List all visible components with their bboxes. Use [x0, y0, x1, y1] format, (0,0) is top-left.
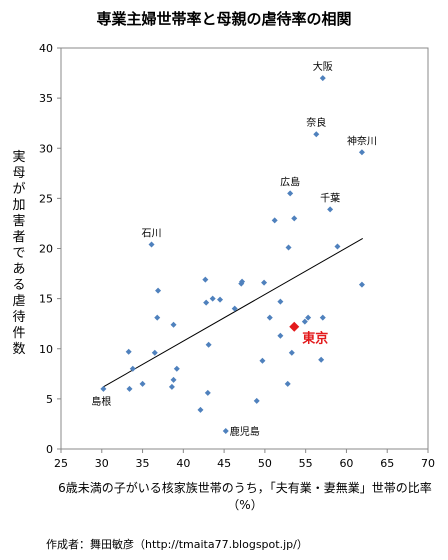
highlight-label: 東京 — [302, 331, 328, 347]
point-label: 広島 — [280, 175, 300, 188]
y-tick-label: 40 — [39, 42, 53, 55]
x-tick-label: 55 — [299, 457, 313, 470]
x-tick-label: 40 — [176, 457, 190, 470]
data-point — [334, 243, 341, 250]
point-label: 鹿児島 — [230, 425, 260, 438]
data-point — [301, 318, 308, 325]
x-tick-label: 60 — [339, 457, 353, 470]
data-point — [170, 321, 177, 328]
data-point — [239, 278, 246, 285]
data-point — [170, 376, 177, 383]
data-point — [203, 299, 210, 306]
data-point — [261, 279, 268, 286]
y-tick-label: 20 — [39, 243, 53, 256]
data-point — [285, 244, 292, 251]
trend-line — [103, 238, 364, 388]
data-point — [319, 75, 326, 82]
x-tick-label: 65 — [380, 457, 394, 470]
data-point — [291, 215, 298, 222]
y-tick-label: 10 — [39, 343, 53, 356]
data-point — [148, 241, 155, 248]
data-point — [259, 357, 266, 364]
y-tick-label: 25 — [39, 192, 53, 205]
data-point — [202, 276, 209, 283]
point-label: 石川 — [142, 228, 162, 239]
y-tick-label: 5 — [46, 393, 53, 406]
data-point — [173, 365, 180, 372]
data-point — [277, 332, 284, 339]
x-tick-label: 35 — [136, 457, 150, 470]
data-point — [217, 296, 224, 303]
point-label: 千葉 — [320, 191, 340, 204]
data-point — [287, 190, 294, 197]
point-label: 奈良 — [306, 116, 326, 129]
data-point — [231, 305, 238, 312]
x-tick-label: 45 — [217, 457, 231, 470]
data-point — [154, 314, 161, 321]
highlight-point — [289, 321, 300, 332]
data-point — [318, 356, 325, 363]
point-label: 神奈川 — [347, 134, 377, 147]
data-point — [288, 349, 295, 356]
data-point — [151, 349, 158, 356]
data-point — [205, 341, 212, 348]
y-tick-label: 0 — [46, 443, 53, 456]
y-tick-label: 30 — [39, 142, 53, 155]
data-point — [319, 314, 326, 321]
author-credit: 作成者：舞田敏彦（http://tmaita77.blogspot.jp/） — [46, 538, 308, 551]
chart-title: 専業主婦世帯率と母親の虐待率の相関 — [96, 10, 352, 28]
data-point — [100, 385, 107, 392]
data-point — [197, 406, 204, 413]
data-point — [155, 287, 162, 294]
point-label: 島根 — [91, 395, 111, 408]
x-tick-label: 50 — [258, 457, 272, 470]
x-tick-label: 25 — [54, 457, 68, 470]
data-point — [305, 314, 312, 321]
x-axis-label: 6歳未満の子がいる核家族世帯のうち，「夫有業・妻無業」世帯の比率（%） — [58, 481, 432, 512]
data-point — [253, 397, 260, 404]
data-point — [126, 385, 133, 392]
x-tick-label: 30 — [95, 457, 109, 470]
x-tick-label: 70 — [421, 457, 435, 470]
data-point — [358, 281, 365, 288]
data-point — [125, 348, 132, 355]
data-point — [168, 383, 175, 390]
data-point — [266, 314, 273, 321]
data-point — [277, 298, 284, 305]
data-point — [222, 427, 229, 434]
data-point — [209, 295, 216, 302]
data-point — [284, 380, 291, 387]
y-tick-label: 15 — [39, 293, 53, 306]
data-point — [313, 131, 320, 138]
data-point — [358, 149, 365, 156]
data-point — [204, 389, 211, 396]
data-point — [129, 365, 136, 372]
data-point — [327, 206, 334, 213]
y-tick-label: 35 — [39, 92, 53, 105]
data-point — [271, 217, 278, 224]
point-label: 大阪 — [313, 60, 333, 73]
plot-frame — [60, 47, 429, 450]
data-point — [139, 380, 146, 387]
y-axis-label: 実母が加害者である虐待件数 — [12, 150, 26, 357]
